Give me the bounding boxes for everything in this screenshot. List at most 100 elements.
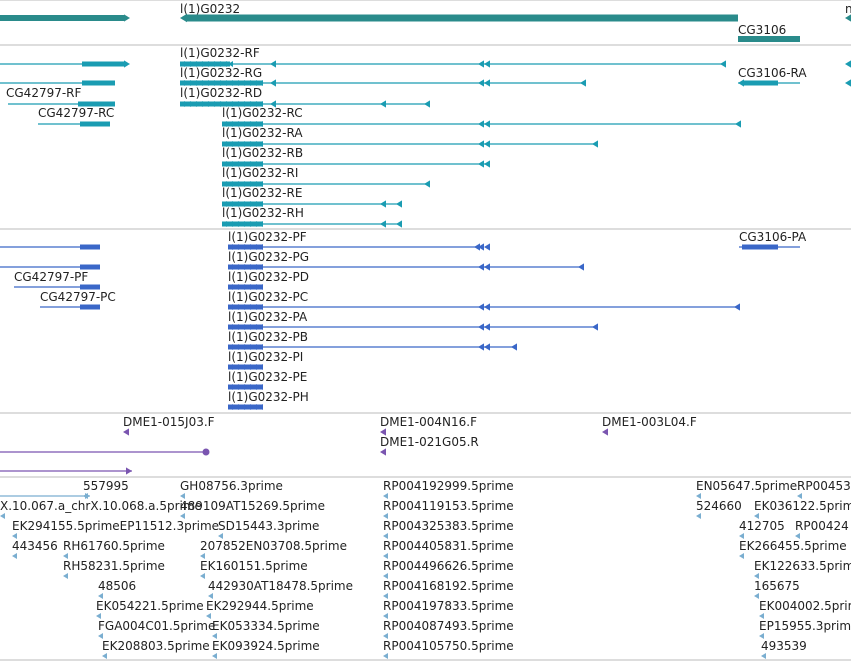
est-label[interactable]: EK053334.5prime bbox=[212, 619, 320, 633]
strand-arrow-left bbox=[212, 633, 217, 639]
transcript-label[interactable]: CG3106-RA bbox=[738, 66, 807, 80]
est-label[interactable]: GH08756.3prime bbox=[180, 479, 283, 493]
protein-label[interactable]: l(1)G0232-PF bbox=[228, 230, 307, 244]
est-label[interactable]: EK266455.5prime bbox=[739, 539, 847, 553]
est-label[interactable]: EN05647.5prime bbox=[696, 479, 797, 493]
strand-arrow-left bbox=[240, 244, 245, 250]
transcript-label[interactable]: l(1)G0232-RI bbox=[222, 166, 298, 180]
transcript-label[interactable]: CG42797-RF bbox=[6, 86, 82, 100]
strand-arrow-left bbox=[845, 60, 851, 68]
clone-label[interactable]: DME1-015J03.F bbox=[123, 415, 215, 429]
strand-arrow-left bbox=[210, 61, 215, 67]
protein-label[interactable]: CG42797-PC bbox=[40, 290, 116, 304]
est-label[interactable]: EK093924.5prime bbox=[212, 639, 320, 653]
strand-arrow-left bbox=[234, 264, 239, 270]
strand-arrow-left bbox=[478, 160, 484, 168]
protein-label[interactable]: CG3106-PA bbox=[739, 230, 807, 244]
est-label[interactable]: 412705 bbox=[739, 519, 785, 533]
est-label[interactable]: 557995 bbox=[83, 479, 129, 493]
est-label[interactable]: SD15443.3prime bbox=[218, 519, 319, 533]
strand-arrow-left bbox=[258, 141, 263, 147]
strand-arrow-left bbox=[222, 101, 227, 107]
strand-arrow-left bbox=[246, 284, 251, 290]
est-label[interactable]: RP004325383.5prime bbox=[383, 519, 514, 533]
est-label[interactable]: RH58231.5prime bbox=[63, 559, 165, 573]
est-label[interactable]: RP004168192.5prime bbox=[383, 579, 514, 593]
est-label[interactable]: 524660 bbox=[696, 499, 742, 513]
clone-label[interactable]: DME1-003L04.F bbox=[602, 415, 697, 429]
strand-arrow-left bbox=[246, 384, 251, 390]
strand-arrow-left bbox=[240, 324, 245, 330]
gene-label[interactable]: CG3106 bbox=[738, 23, 786, 37]
transcript-label[interactable]: l(1)G0232-RF bbox=[180, 46, 260, 60]
est-label[interactable]: EP15955.3prime bbox=[759, 619, 851, 633]
strand-arrow-right bbox=[126, 467, 132, 475]
strand-arrow-left bbox=[252, 344, 257, 350]
strand-arrow-left bbox=[734, 303, 740, 311]
transcript-label[interactable]: l(1)G0232-RH bbox=[222, 206, 304, 220]
strand-arrow-left bbox=[383, 613, 388, 619]
protein-label[interactable]: l(1)G0232-PH bbox=[228, 390, 309, 404]
protein-label[interactable]: l(1)G0232-PA bbox=[228, 310, 308, 324]
strand-arrow-left bbox=[234, 80, 239, 86]
transcript-label[interactable]: l(1)G0232-RG bbox=[180, 66, 262, 80]
est-label[interactable]: RP00453 bbox=[797, 479, 851, 493]
strand-arrow-left bbox=[228, 221, 233, 227]
transcript-label[interactable]: l(1)G0232-RE bbox=[222, 186, 302, 200]
est-label[interactable]: EK122633.5prime bbox=[754, 559, 851, 573]
est-label[interactable]: RP004087493.5prime bbox=[383, 619, 514, 633]
est-label[interactable]: EK292944.5prime bbox=[206, 599, 314, 613]
est-label[interactable]: RP004197833.5prime bbox=[383, 599, 514, 613]
est-label[interactable]: 489109AT15269.5prime bbox=[180, 499, 325, 513]
strand-arrow-left bbox=[474, 243, 480, 251]
strand-arrow-left bbox=[234, 161, 239, 167]
clone-label[interactable]: DME1-021G05.R bbox=[380, 435, 479, 449]
strand-arrow-left bbox=[186, 61, 191, 67]
est-label[interactable]: RP004405831.5prime bbox=[383, 539, 514, 553]
protein-label[interactable]: l(1)G0232-PC bbox=[228, 290, 308, 304]
est-label[interactable]: 48506 bbox=[98, 579, 136, 593]
est-label[interactable]: 207852EN03708.5prime bbox=[200, 539, 347, 553]
est-label[interactable]: 165675 bbox=[754, 579, 800, 593]
est-label[interactable]: FGA004C01.5prime bbox=[98, 619, 215, 633]
est-label[interactable]: EK054221.5prime bbox=[96, 599, 204, 613]
est-label[interactable]: RP00424 bbox=[795, 519, 849, 533]
est-label[interactable]: RH61760.5prime bbox=[63, 539, 165, 553]
feature-exon bbox=[186, 14, 738, 22]
est-label[interactable]: RP004105750.5prime bbox=[383, 639, 514, 653]
est-label[interactable]: EK160151.5prime bbox=[200, 559, 308, 573]
est-label[interactable]: EK036122.5prime bbox=[754, 499, 851, 513]
protein-label[interactable]: l(1)G0232-PG bbox=[228, 250, 309, 264]
gene-label[interactable]: l(1)G0232 bbox=[180, 2, 240, 16]
est-label[interactable]: 443456 bbox=[12, 539, 58, 553]
strand-arrow-left bbox=[258, 344, 263, 350]
transcript-label[interactable]: l(1)G0232-RB bbox=[222, 146, 303, 160]
strand-arrow-left bbox=[754, 593, 759, 599]
est-label[interactable]: 442930AT18478.5prime bbox=[208, 579, 353, 593]
protein-label[interactable]: l(1)G0232-PI bbox=[228, 350, 303, 364]
est-label[interactable]: RP004192999.5prime bbox=[383, 479, 514, 493]
gene-label[interactable]: n bbox=[845, 2, 851, 16]
protein-label[interactable]: l(1)G0232-PE bbox=[228, 370, 307, 384]
transcript-label[interactable]: CG42797-RC bbox=[38, 106, 114, 120]
transcript-label[interactable]: l(1)G0232-RC bbox=[222, 106, 303, 120]
strand-arrow-left bbox=[218, 533, 223, 539]
strand-arrow-left bbox=[258, 221, 263, 227]
protein-label[interactable]: l(1)G0232-PB bbox=[228, 330, 308, 344]
est-label[interactable]: EK004002.5prime bbox=[759, 599, 851, 613]
transcript-label[interactable]: l(1)G0232-RD bbox=[180, 86, 262, 100]
strand-arrow-left bbox=[258, 264, 263, 270]
est-label[interactable]: EK294155.5primeEP11512.3prime bbox=[12, 519, 219, 533]
transcript-label[interactable]: l(1)G0232-RA bbox=[222, 126, 303, 140]
est-label[interactable]: RP004496626.5prime bbox=[383, 559, 514, 573]
clone-label[interactable]: DME1-004N16.F bbox=[380, 415, 477, 429]
est-label[interactable]: RP004119153.5prime bbox=[383, 499, 514, 513]
protein-label[interactable]: CG42797-PF bbox=[14, 270, 88, 284]
protein-label[interactable]: l(1)G0232-PD bbox=[228, 270, 309, 284]
strand-arrow-left bbox=[739, 553, 744, 559]
est-label[interactable]: EK208803.5prime bbox=[102, 639, 210, 653]
strand-arrow-left bbox=[484, 140, 490, 148]
est-label[interactable]: X.10.067.a_chrX.10.068.a.5prime bbox=[0, 499, 202, 513]
est-label[interactable]: 493539 bbox=[761, 639, 807, 653]
strand-arrow-left bbox=[246, 324, 251, 330]
